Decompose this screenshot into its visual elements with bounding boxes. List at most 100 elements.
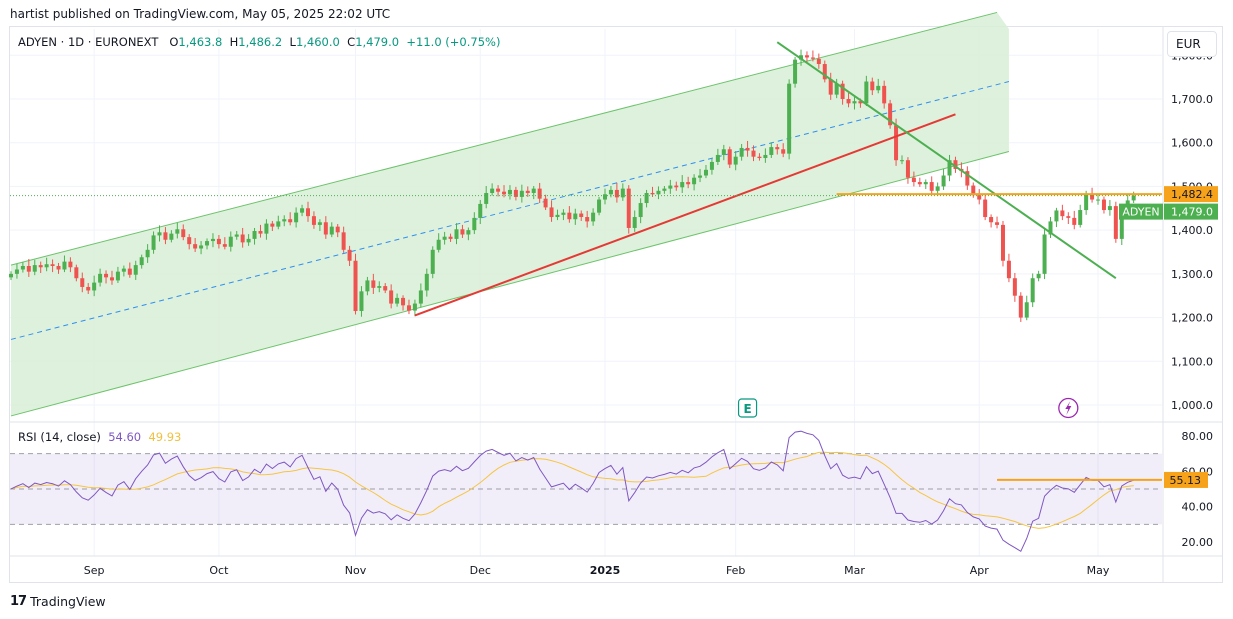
candle-body	[460, 229, 465, 235]
candle-body	[579, 213, 584, 218]
candle-body	[86, 286, 91, 291]
candle-body	[567, 212, 572, 220]
low-value: 1,460.0	[295, 35, 340, 49]
chart-frame	[9, 26, 1223, 583]
symbol-name[interactable]: ADYEN · 1D · EURONEXT	[18, 35, 159, 49]
close-label: C	[347, 35, 356, 49]
regression-channel-fill	[11, 12, 1009, 416]
change-value: +11.0 (+0.75%)	[406, 35, 501, 49]
candle-body	[603, 194, 607, 200]
price-axis-label: 1,600.0	[1171, 137, 1213, 150]
candle-body	[234, 234, 239, 237]
candle-body	[1113, 206, 1118, 239]
high-label: H	[229, 35, 239, 49]
open-label: O	[169, 35, 179, 49]
candle-body	[1042, 234, 1047, 274]
candle-body	[989, 217, 994, 223]
candle-body	[525, 190, 530, 193]
symbol-legend: ADYEN · 1D · EURONEXT O1,463.8 H1,486.2 …	[18, 35, 500, 49]
candle-body	[14, 269, 19, 274]
candle-body	[888, 103, 893, 126]
candle-body	[686, 182, 691, 185]
candle-body	[620, 188, 625, 198]
candle-body	[858, 101, 863, 104]
candle-body	[787, 83, 792, 154]
candle-body	[371, 280, 376, 288]
candle-body	[810, 57, 815, 59]
candle-body	[917, 182, 922, 185]
candle-body	[763, 154, 768, 159]
candle-body	[983, 199, 988, 218]
candle-body	[739, 147, 744, 157]
candle-body	[1119, 208, 1124, 239]
candle-body	[74, 267, 79, 279]
candle-body	[864, 81, 869, 104]
close-value: 1,479.0	[355, 35, 400, 49]
price-axis-label: 1,700.0	[1171, 93, 1213, 106]
last-price-badge	[1164, 203, 1218, 220]
channel-upper-line	[10, 11, 998, 266]
candle-body	[882, 85, 887, 104]
candle-body	[317, 222, 322, 225]
candle-body	[894, 125, 899, 161]
candle-body	[977, 195, 982, 200]
candle-body	[264, 223, 269, 234]
candle-body	[448, 236, 453, 239]
channel-lower-line	[10, 150, 1010, 417]
candle-body	[80, 278, 85, 287]
candle-body	[674, 185, 679, 188]
candle-body	[1006, 260, 1011, 279]
candle-body	[1101, 199, 1106, 211]
candle-body	[406, 305, 411, 311]
candle-body	[258, 231, 263, 234]
candle-body	[1054, 210, 1059, 222]
candle-body	[727, 149, 732, 165]
candle-body	[543, 198, 548, 208]
footer-brand[interactable]: 𝟭𝟳 TradingView	[10, 594, 106, 609]
candle-body	[26, 265, 31, 272]
candle-body	[389, 290, 394, 304]
candle-body	[300, 208, 305, 213]
candle-body	[418, 290, 423, 304]
candle-body	[644, 192, 649, 204]
support-trendline	[414, 113, 956, 317]
candle-body	[145, 249, 150, 258]
candle-body	[395, 297, 400, 304]
candle-body	[490, 188, 495, 193]
candle-body	[44, 264, 49, 268]
candle-body	[1072, 217, 1077, 225]
candle-body	[98, 273, 103, 283]
candle-body	[365, 280, 370, 292]
candle-body	[513, 189, 518, 197]
rsi-axis-label: 40.00	[1182, 501, 1214, 514]
candle-body	[359, 291, 364, 312]
candle-body	[715, 154, 720, 162]
candle-body	[181, 229, 186, 238]
candle-body	[92, 282, 97, 291]
candle-body	[163, 232, 168, 240]
currency-button[interactable]: EUR	[1167, 31, 1217, 57]
candle-body	[133, 265, 138, 275]
rsi-line	[10, 430, 1134, 553]
candle-body	[1036, 273, 1041, 279]
candle-body	[436, 239, 441, 250]
candle-body	[496, 188, 501, 192]
rsi-label[interactable]: RSI (14, close)	[18, 430, 101, 444]
candle-body	[721, 149, 726, 155]
candle-body	[519, 190, 524, 197]
candle-body	[347, 249, 352, 261]
candle-body	[650, 192, 655, 195]
candle-body	[187, 237, 192, 245]
candle-body	[294, 212, 299, 223]
symbol-badge	[1119, 203, 1163, 220]
candle-body	[282, 219, 287, 222]
candle-body	[804, 55, 809, 58]
candle-body	[109, 277, 114, 281]
candle-body	[935, 186, 940, 191]
candle-body	[329, 226, 334, 235]
candle-body	[216, 238, 221, 245]
candle-body	[353, 260, 358, 312]
candle-body	[306, 208, 310, 217]
candle-body	[199, 245, 204, 249]
